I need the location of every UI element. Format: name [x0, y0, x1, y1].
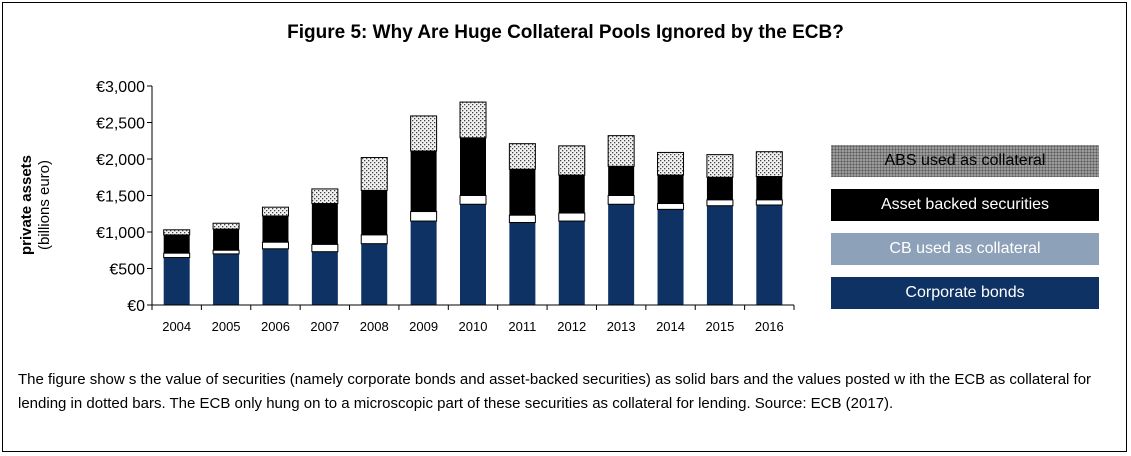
- bar-asset_backed-2005: [213, 229, 240, 251]
- legend-item-asset-backed: Asset backed securities: [831, 189, 1099, 221]
- y-tick-label: €1,500: [96, 189, 145, 206]
- bar-asset_backed-2004: [163, 234, 190, 254]
- bar-cb_collateral-2010: [459, 195, 487, 205]
- x-tick-label: 2006: [261, 319, 290, 334]
- bar-asset_backed-2009: [410, 150, 437, 212]
- y-tick-label: €3,000: [96, 79, 145, 96]
- bar-cb_collateral-2016: [755, 199, 783, 206]
- bar-asset_backed-2008: [361, 190, 388, 235]
- bar-corporate_bonds-2010: [460, 204, 486, 305]
- bar-asset_backed-2012: [558, 175, 585, 214]
- x-tick-label: 2007: [310, 319, 339, 334]
- bar-asset_backed-2006: [262, 215, 289, 243]
- bar-asset_backed-2013: [608, 166, 635, 196]
- bar-corporate_bonds-2006: [262, 248, 289, 305]
- y-tick-label: €2,000: [96, 152, 145, 169]
- bar-cb_collateral-2008: [360, 234, 388, 245]
- y-tick-label: €2,500: [96, 116, 145, 133]
- bar-cb_collateral-2015: [706, 199, 734, 207]
- legend-label: ABS used as collateral: [884, 152, 1046, 169]
- figure-caption: The figure show s the value of securitie…: [18, 371, 1092, 412]
- bar-abs_collateral-2010: [459, 101, 487, 139]
- bar-corporate_bonds-2016: [756, 204, 783, 305]
- bar-cb_collateral-2006: [261, 241, 289, 250]
- bar-abs_collateral-2014: [657, 151, 685, 176]
- bar-abs_collateral-2012: [558, 145, 586, 176]
- chart-title: Figure 5: Why Are Huge Collateral Pools …: [287, 22, 844, 43]
- legend-label: CB used as collateral: [889, 240, 1041, 257]
- bar-asset_backed-2007: [311, 203, 338, 245]
- bar-corporate_bonds-2013: [608, 204, 635, 305]
- x-tick-label: 2013: [607, 319, 636, 334]
- legend-label: Asset backed securities: [880, 196, 1050, 213]
- bar-cb_collateral-2013: [607, 195, 635, 205]
- bar-cb_collateral-2012: [558, 212, 586, 222]
- bar-corporate_bonds-2007: [311, 251, 338, 305]
- bar-asset_backed-2015: [706, 177, 733, 200]
- legend-item-abs-collateral: ABS used as collateral: [831, 145, 1099, 177]
- bar-corporate_bonds-2008: [361, 243, 388, 305]
- x-tick-label: 2004: [162, 319, 191, 334]
- bar-corporate_bonds-2011: [509, 222, 536, 305]
- legend-label: Corporate bonds: [905, 284, 1025, 301]
- x-tick-label: 2016: [755, 319, 784, 334]
- bar-abs_collateral-2004: [163, 229, 191, 236]
- bar-cb_collateral-2007: [311, 243, 339, 253]
- bar-abs_collateral-2016: [755, 151, 783, 178]
- bar-cb_collateral-2005: [212, 249, 240, 255]
- bar-corporate_bonds-2004: [163, 257, 190, 305]
- x-tick-label: 2010: [459, 319, 488, 334]
- bar-asset_backed-2016: [756, 176, 783, 200]
- x-tick-label: 2015: [705, 319, 734, 334]
- bar-cb_collateral-2014: [657, 203, 685, 210]
- bar-asset_backed-2014: [657, 175, 684, 204]
- y-tick-label: €1,000: [96, 225, 145, 242]
- x-tick-label: 2014: [656, 319, 685, 334]
- bar-corporate_bonds-2005: [213, 253, 240, 305]
- chart-legend: ABS used as collateral Asset backed secur…: [831, 145, 1099, 321]
- x-tick-label: 2008: [360, 319, 389, 334]
- bar-abs_collateral-2007: [311, 188, 339, 205]
- bar-cb_collateral-2004: [163, 252, 191, 259]
- bar-corporate_bonds-2012: [558, 221, 585, 305]
- bar-asset_backed-2011: [509, 169, 536, 216]
- bar-corporate_bonds-2009: [410, 221, 437, 305]
- bar-abs_collateral-2005: [212, 222, 240, 230]
- x-tick-label: 2011: [508, 319, 536, 334]
- legend-item-corporate-bonds: Corporate bonds: [831, 277, 1099, 309]
- bar-corporate_bonds-2015: [706, 205, 733, 305]
- legend-item-cb-collateral: CB used as collateral: [831, 233, 1099, 265]
- bar-cb_collateral-2011: [508, 214, 536, 224]
- bar-abs_collateral-2006: [261, 206, 289, 217]
- bar-corporate_bonds-2014: [657, 209, 684, 305]
- bar-abs_collateral-2011: [508, 143, 536, 170]
- y-tick-label: €500: [109, 262, 145, 279]
- bar-abs_collateral-2009: [410, 115, 438, 152]
- bar-abs_collateral-2013: [607, 135, 635, 167]
- x-tick-label: 2012: [557, 319, 586, 334]
- x-tick-label: 2009: [409, 319, 438, 334]
- bar-asset_backed-2010: [460, 137, 486, 196]
- x-tick-label: 2005: [212, 319, 241, 334]
- bar-cb_collateral-2009: [410, 211, 438, 222]
- bar-abs_collateral-2008: [360, 157, 388, 191]
- bar-abs_collateral-2015: [706, 154, 734, 178]
- y-tick-label: €0: [127, 298, 145, 315]
